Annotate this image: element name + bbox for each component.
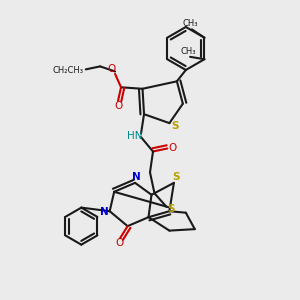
Text: HN: HN — [127, 131, 142, 141]
Text: CH₃: CH₃ — [181, 47, 197, 56]
Text: CH₃: CH₃ — [183, 20, 198, 28]
Text: N: N — [132, 172, 141, 182]
Text: O: O — [107, 64, 116, 74]
Text: N: N — [100, 207, 109, 217]
Text: S: S — [167, 203, 175, 214]
Text: O: O — [169, 142, 177, 153]
Text: O: O — [115, 238, 123, 248]
Text: CH₂CH₃: CH₂CH₃ — [52, 66, 83, 75]
Text: S: S — [171, 121, 178, 130]
Text: O: O — [114, 101, 122, 111]
Text: S: S — [172, 172, 180, 182]
